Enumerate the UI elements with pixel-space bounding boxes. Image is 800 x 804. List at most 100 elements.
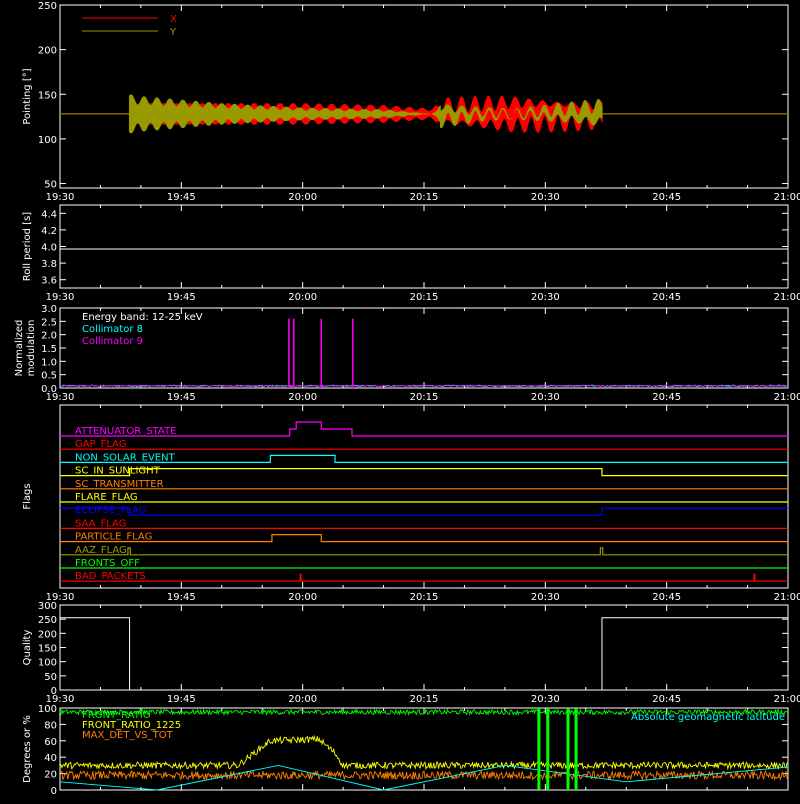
flag-label: ECLIPSE_FLAG [75,505,146,516]
panel-roll: 19:30 19:45 20:00 20:15 20:30 20:45 21:00 3.6 3.… [22,204,800,303]
x-tick-label: 19:45 [167,392,196,403]
x-tick-label: 19:45 [167,292,196,303]
y-tick-label: 250 [38,1,57,12]
y-tick-label: 3.6 [41,276,57,287]
x-tick-label: 19:45 [167,592,196,603]
series-absolute-geomagnetic-latitude [59,764,789,791]
y-tick-label: 1.0 [41,357,57,368]
flag-sc-in-sunlight [60,468,788,477]
legend-label: X [170,14,177,25]
x-tick-label: 20:15 [410,392,439,403]
flag-label: GAP_FLAG [75,439,127,450]
legend-label: FRONT_RATIO [82,710,151,721]
legend-label: MAX_DET_VS_TOT [82,730,174,741]
y-tick-label: 80 [44,720,57,731]
legend: FRONT_RATIOFRONT_RATIO_1225MAX_DET_VS_TO… [82,710,785,741]
flag-label: FRONTS_OFF [75,558,140,569]
x-tick-label: 19:45 [167,694,196,705]
y-tick-label: 2.0 [41,331,57,342]
panel-pointing: 19:30 19:45 20:00 20:15 20:30 20:45 21:00 50 100… [22,1,800,203]
x-tick-label: 21:00 [774,292,800,303]
flag-label: NON_SOLAR_EVENT [75,452,176,463]
series-front-ratio [59,707,788,717]
flag-label: SC_TRANSMITTER [75,479,164,490]
x-tick-label: 20:15 [410,694,439,705]
y-tick-label: 60 [44,737,57,748]
y-tick-label: 3.0 [41,304,57,315]
x-tick-label: 21:00 [774,694,800,705]
y-tick-label: 0 [51,786,57,797]
x-tick-label: 20:00 [288,694,317,705]
panel-quality: 19:30 19:45 20:00 20:15 20:30 20:45 21:00 0 50 10… [22,601,800,705]
x-tick-label: 20:00 [288,392,317,403]
flag-label: ATTENUATOR_STATE [75,426,176,437]
x-tick-label: 19:30 [46,292,75,303]
panel-modulation: 19:30 19:45 20:00 20:15 20:30 20:45 21:00 0.0 0.… [14,304,800,403]
y-tick-label: 50 [44,180,57,191]
legend-title: Energy band: 12-25 keV [82,312,203,323]
x-tick-label: 20:15 [410,592,439,603]
panel-flags: 19:30 19:45 20:00 20:15 20:30 20:45 21:00 Flags… [22,404,800,603]
y-tick-label: 40 [44,753,57,764]
y-tick-label: 300 [38,601,57,612]
series-front-ratio-1225 [59,734,788,771]
flag-label: AAZ_FLAG [75,545,127,556]
y-tick-label: 0.0 [41,384,57,395]
x-tick-label: 20:00 [288,292,317,303]
x-tick-label: 20:30 [531,292,560,303]
x-tick-label: 20:30 [531,694,560,705]
x-tick-label: 20:45 [652,292,681,303]
y-tick-label: 150 [38,644,57,655]
x-tick-label: 19:45 [167,192,196,203]
y-tick-label: 100 [38,135,57,146]
x-tick-label: 20:45 [652,592,681,603]
series-quality [60,617,788,691]
x-tick-label: 21:00 [774,192,800,203]
y-tick-label: 2.5 [41,317,57,328]
y-tick-label: 0 [51,686,57,697]
x-tick-label: 21:00 [774,392,800,403]
y-tick-label: 100 [38,704,57,715]
legend-label: Collimator 9 [82,336,143,347]
y-axis-label: modulation [26,320,37,377]
panel-frame [59,204,789,289]
front-ratio-gap-bar [537,708,541,790]
x-tick-label: 20:30 [531,192,560,203]
x-tick-label: 19:30 [46,392,75,403]
y-tick-label: 0.5 [41,371,57,382]
y-tick-label: 20 [44,770,57,781]
flag-label: SAA_FLAG [75,518,126,529]
front-ratio-gap-bar [546,708,550,790]
series-max-det-vs-tot [59,769,788,781]
y-tick-label: 4.4 [41,209,57,220]
flag-attenuator-state [60,421,788,437]
y-axis-label: Degrees or % [22,715,33,783]
annotation-geomagnetic-latitude: Absolute geomagnetic latitude [631,712,785,723]
legend-label: FRONT_RATIO_1225 [82,720,181,731]
x-tick-label: 19:30 [46,592,75,603]
front-ratio-gap-bar [566,708,570,790]
flag-label: SC_IN_SUNLIGHT [75,466,161,477]
flag-bad-packets [60,573,788,582]
panel-ratios: 0 20 40 60 80 100 Degrees or % FRONT_RATIOFRONT… [22,704,789,797]
x-tick-label: 20:45 [652,192,681,203]
y-tick-label: 50 [44,672,57,683]
y-axis-label: Pointing [°] [22,68,33,124]
y-tick-label: 200 [38,629,57,640]
x-tick-label: 20:15 [410,292,439,303]
front-ratio-gap-bar [574,708,578,790]
y-tick-label: 150 [38,90,57,101]
y-axis-label: Roll period [s] [22,212,33,281]
y-axis-label: Flags [22,483,33,509]
flag-aaz-flag [60,547,788,556]
x-tick-label: 20:30 [531,592,560,603]
flag-label: BAD_PACKETS [75,571,146,582]
x-tick-label: 19:30 [46,694,75,705]
series-Y-band [128,94,603,134]
y-tick-label: 4.2 [41,226,57,237]
y-axis-label: Normalized [14,320,25,377]
y-tick-label: 200 [38,46,57,57]
